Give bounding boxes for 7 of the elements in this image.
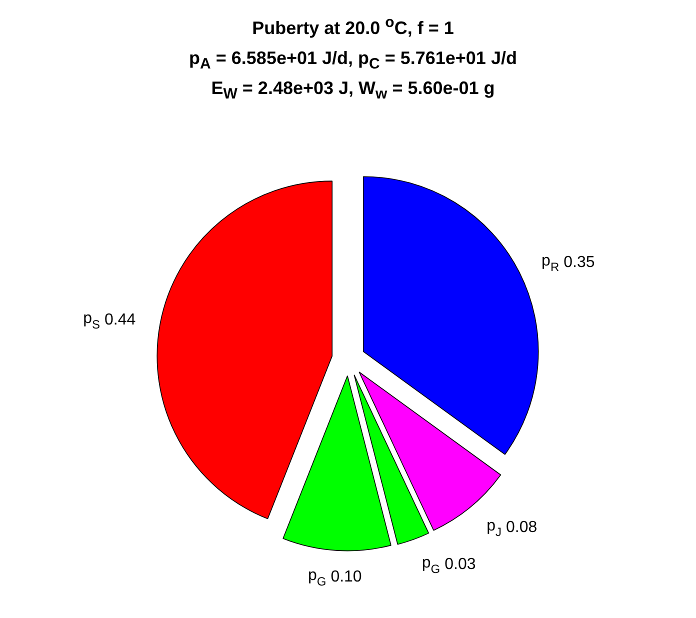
data-label: 0.35 bbox=[564, 254, 595, 271]
data-label: 0.08 bbox=[506, 519, 538, 536]
text: p$_{A}$ = 6.585e+01 J/d, p$_{C}$ = 5.761e+01 J/d E$_{W}$ = 2.48e+03 J, W$_{w}$ = 5.60e-01 g bbox=[189, 48, 517, 103]
data-label: 0.03 bbox=[444, 556, 476, 574]
chart-title: Puberty at 20.0 $^{o}$C, f = 1 bbox=[252, 14, 454, 38]
data-label: 0.44 bbox=[104, 312, 136, 329]
data-label: 0.10 bbox=[330, 568, 362, 586]
